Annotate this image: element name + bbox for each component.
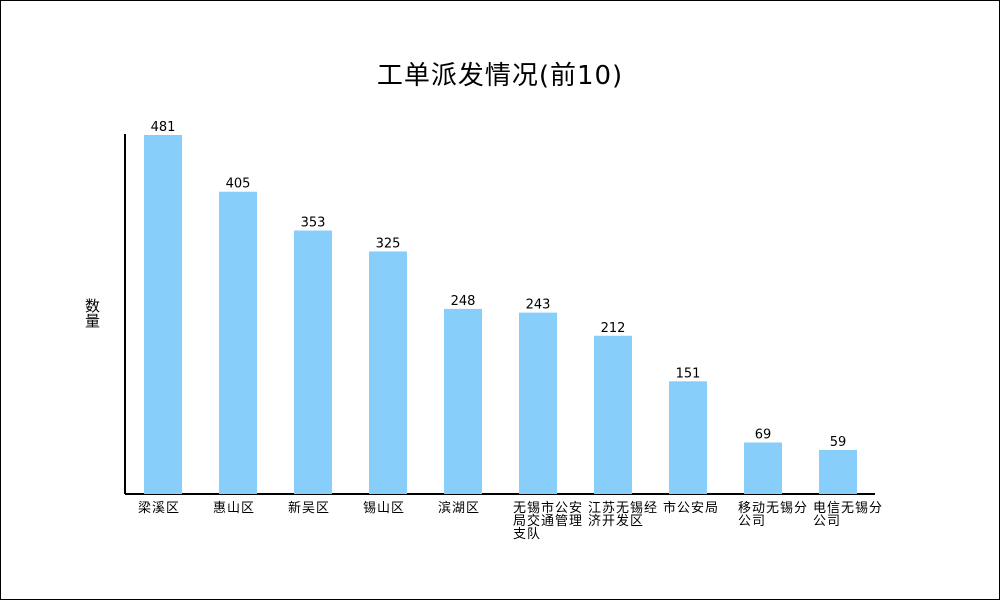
bar-value-label: 212 bbox=[601, 321, 626, 336]
category-label: 江苏无锡经济开发区 bbox=[588, 501, 659, 529]
category-label: 滨湖区 bbox=[438, 501, 481, 516]
bar bbox=[219, 191, 257, 494]
bar bbox=[444, 308, 482, 494]
category-label: 市公安局 bbox=[663, 501, 720, 516]
bar bbox=[744, 442, 782, 494]
category-label: 惠山区 bbox=[213, 501, 256, 516]
bar-value-label: 325 bbox=[376, 236, 401, 251]
bar bbox=[144, 135, 182, 494]
category-label: 锡山区 bbox=[363, 501, 406, 516]
category-label: 新吴区 bbox=[288, 501, 331, 516]
bar bbox=[294, 230, 332, 494]
bar-value-label: 405 bbox=[226, 177, 251, 192]
bar-value-label: 481 bbox=[151, 120, 176, 135]
bar-value-label: 248 bbox=[451, 294, 476, 309]
bar-value-label: 353 bbox=[301, 216, 326, 231]
bar-value-label: 69 bbox=[755, 428, 772, 443]
chart-title: 工单派发情况(前10) bbox=[376, 61, 624, 91]
bar-value-label: 59 bbox=[830, 435, 847, 450]
category-label: 无锡市公安局交通管理支队 bbox=[513, 501, 584, 542]
bar bbox=[819, 449, 857, 494]
category-label: 电信无锡分公司 bbox=[813, 501, 884, 529]
category-label: 移动无锡分公司 bbox=[738, 501, 809, 529]
bar-value-label: 243 bbox=[526, 298, 551, 313]
bar bbox=[594, 335, 632, 494]
y-axis-label: 数量 bbox=[83, 298, 101, 328]
bar bbox=[669, 381, 707, 494]
bar bbox=[369, 251, 407, 494]
category-label: 梁溪区 bbox=[138, 501, 181, 516]
bar bbox=[519, 312, 557, 494]
bar-value-label: 151 bbox=[676, 366, 701, 381]
